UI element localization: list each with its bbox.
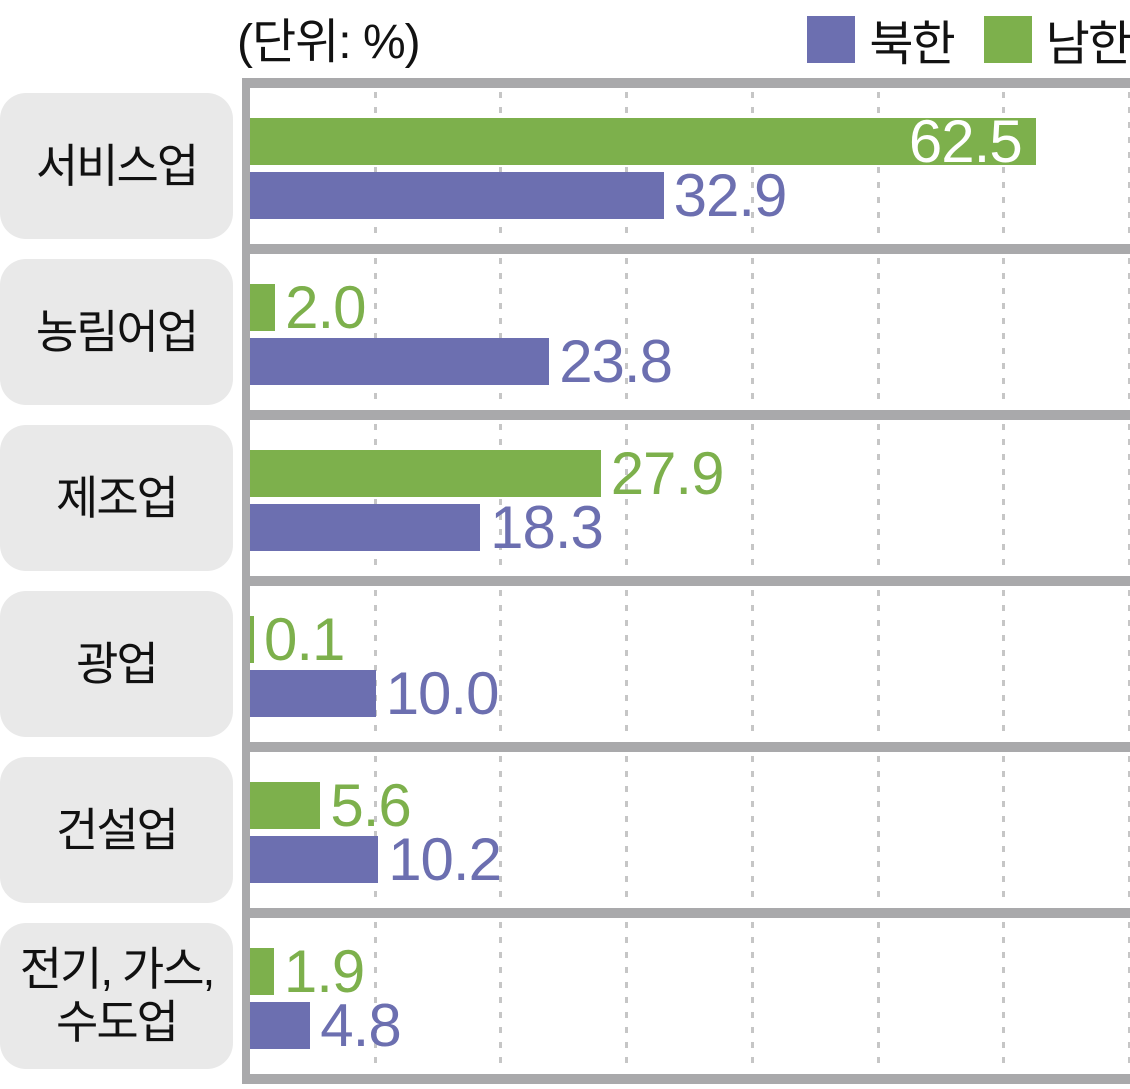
gridline <box>374 756 377 904</box>
gridline <box>499 922 502 1070</box>
bar-north: 4.8 <box>250 995 402 1055</box>
gridline <box>751 922 754 1070</box>
gridline <box>625 424 628 572</box>
value-label-north: 10.2 <box>388 825 502 893</box>
gridline <box>877 922 880 1070</box>
legend-label-south: 남한 <box>1045 18 1130 71</box>
gridline <box>374 92 377 240</box>
category-label-cell: 전기, 가스, 수도업 <box>0 918 233 1074</box>
bar-south: 5.6 <box>250 775 412 835</box>
category-label-cell: 서비스업 <box>0 88 233 244</box>
bar-south: 0.1 <box>250 609 345 669</box>
gridline <box>1002 756 1005 904</box>
chart-row: 0.1 10.0 <box>250 586 1130 742</box>
plot-frame: 62.5 32.9 2.0 23.8 27.9 18.3 0.1 10.0 5.6 10.2 1.9… <box>242 78 1130 1084</box>
category-label-cell: 건설업 <box>0 752 233 908</box>
gridline <box>625 92 628 240</box>
bar-south: 62.5 <box>250 111 1036 171</box>
gridline <box>751 92 754 240</box>
gridline <box>374 258 377 406</box>
chart-row: 2.0 23.8 <box>250 254 1130 410</box>
gridline <box>374 922 377 1070</box>
gridline <box>499 590 502 738</box>
unit-label: (단위: %) <box>237 16 421 69</box>
chart-row: 62.5 32.9 <box>250 88 1130 244</box>
gridline <box>877 258 880 406</box>
category-label: 전기, 가스, 수도업 <box>0 923 233 1069</box>
gridline <box>1128 258 1130 406</box>
legend-item-north: 북한 <box>807 4 956 74</box>
value-label-north: 32.9 <box>673 161 788 229</box>
gridline <box>374 424 377 572</box>
category-label-cell: 제조업 <box>0 420 233 576</box>
gridline <box>625 258 628 406</box>
bar-south: 1.9 <box>250 941 365 1001</box>
gridline <box>751 590 754 738</box>
bar-south: 2.0 <box>250 277 367 337</box>
gridline <box>751 258 754 406</box>
chart-row: 1.9 4.8 <box>250 918 1130 1074</box>
bar-north: 10.0 <box>250 663 499 723</box>
gridline <box>1128 590 1130 738</box>
gridline <box>1002 590 1005 738</box>
gridline <box>374 590 377 738</box>
gridline <box>499 92 502 240</box>
value-label-south: 2.0 <box>285 273 366 341</box>
gridline <box>499 424 502 572</box>
category-label: 서비스업 <box>0 93 233 239</box>
value-label-south: 1.9 <box>283 937 365 1005</box>
bar-north: 32.9 <box>250 165 787 225</box>
gridline <box>1128 756 1130 904</box>
legend-swatch-north <box>807 15 856 63</box>
value-label-north: 18.3 <box>490 493 604 561</box>
chart-row: 5.6 10.2 <box>250 752 1130 908</box>
gridline <box>499 756 502 904</box>
chart-row: 27.9 18.3 <box>250 420 1130 576</box>
bar-south: 27.9 <box>250 443 724 503</box>
value-label-south: 27.9 <box>610 439 725 507</box>
legend-label-north: 북한 <box>869 18 955 71</box>
gridline <box>1128 922 1130 1070</box>
value-label-north: 10.0 <box>385 659 500 727</box>
category-label: 광업 <box>0 591 233 737</box>
bar-north: 10.2 <box>250 829 502 889</box>
category-label: 농림어업 <box>0 259 233 405</box>
gridline <box>1128 92 1130 240</box>
value-label-north: 23.8 <box>559 327 673 395</box>
gridline <box>877 424 880 572</box>
gridline <box>877 590 880 738</box>
value-label-south: 62.5 <box>908 107 1023 175</box>
gridline <box>1002 92 1005 240</box>
gridline <box>877 92 880 240</box>
gridline <box>1002 922 1005 1070</box>
legend-item-south: 남한 <box>983 4 1130 74</box>
gridline <box>1002 258 1005 406</box>
gridline <box>625 590 628 738</box>
value-label-north: 4.8 <box>320 991 401 1059</box>
category-label-cell: 농림어업 <box>0 254 233 410</box>
gridline <box>751 756 754 904</box>
gridline <box>499 258 502 406</box>
legend: 북한 남한 <box>807 4 1130 74</box>
gridline <box>1128 424 1130 572</box>
category-label-cell: 광업 <box>0 586 233 742</box>
value-label-south: 0.1 <box>264 605 345 673</box>
legend-swatch-south <box>983 15 1032 63</box>
gridline <box>625 922 628 1070</box>
category-label: 제조업 <box>0 425 233 571</box>
plot-rows: 62.5 32.9 2.0 23.8 27.9 18.3 0.1 10.0 5.6 10.2 1.9… <box>250 88 1130 1074</box>
gridline <box>625 756 628 904</box>
gridline <box>1002 424 1005 572</box>
bar-north: 18.3 <box>250 497 604 557</box>
gridline <box>877 756 880 904</box>
gridline <box>751 424 754 572</box>
bar-north: 23.8 <box>250 331 673 391</box>
value-label-south: 5.6 <box>330 771 411 839</box>
category-label: 건설업 <box>0 757 233 903</box>
